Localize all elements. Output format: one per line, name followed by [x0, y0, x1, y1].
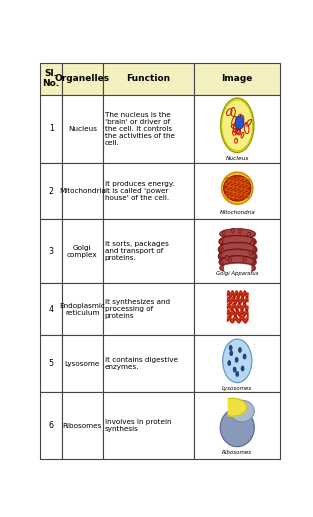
Circle shape [243, 256, 246, 261]
Ellipse shape [223, 339, 252, 383]
Ellipse shape [223, 175, 251, 201]
Bar [62, 392, 103, 459]
Bar [103, 95, 194, 163]
Text: It produces energy.
It is called 'power
house' of the cell.: It produces energy. It is called 'power … [105, 181, 174, 201]
Bar [62, 335, 103, 392]
Circle shape [228, 257, 231, 263]
Ellipse shape [229, 400, 254, 422]
Text: Mitochondria: Mitochondria [219, 210, 255, 215]
Text: The nucleus is the
'brain' or driver of
the cell. It controls
the activities of : The nucleus is the 'brain' or driver of … [105, 112, 175, 146]
Circle shape [249, 250, 252, 255]
Circle shape [239, 229, 242, 233]
Bar [194, 63, 280, 95]
Circle shape [221, 248, 224, 253]
Text: It sorts, packages
and transport of
proteins.: It sorts, packages and transport of prot… [105, 241, 169, 261]
Circle shape [223, 231, 225, 236]
Circle shape [241, 366, 244, 371]
Circle shape [238, 347, 242, 353]
Circle shape [248, 232, 251, 237]
Bar [62, 95, 103, 163]
Bar [103, 283, 194, 335]
Bar [40, 219, 62, 283]
Bar [103, 63, 194, 95]
Text: 2: 2 [49, 187, 54, 195]
Text: Sl.
No.: Sl. No. [43, 69, 60, 88]
Circle shape [228, 360, 231, 366]
Text: Nucleus: Nucleus [226, 157, 249, 161]
Bar [103, 163, 194, 219]
Text: It synthesizes and
processing of
proteins: It synthesizes and processing of protein… [105, 299, 170, 319]
Ellipse shape [222, 172, 253, 204]
Text: 4: 4 [49, 305, 54, 314]
Text: Image: Image [222, 74, 253, 83]
Ellipse shape [235, 116, 244, 129]
Bar [103, 335, 194, 392]
Circle shape [219, 239, 223, 245]
Ellipse shape [221, 98, 254, 153]
Text: Involves in protein
synthesis: Involves in protein synthesis [105, 419, 171, 432]
Bar [194, 219, 280, 283]
Circle shape [251, 241, 254, 246]
Circle shape [231, 228, 234, 233]
Circle shape [243, 354, 246, 359]
Text: Organelles: Organelles [55, 74, 110, 83]
Bar [40, 163, 62, 219]
Bar [40, 95, 62, 163]
Circle shape [229, 345, 232, 351]
Text: 1: 1 [49, 124, 54, 133]
Bar [194, 283, 280, 335]
Bar [62, 283, 103, 335]
Text: Function: Function [126, 74, 171, 83]
Bar [40, 63, 62, 95]
Text: Lysosome: Lysosome [65, 361, 100, 367]
Text: Ribosomes: Ribosomes [222, 450, 252, 455]
Circle shape [235, 357, 238, 362]
Text: Ribosomes: Ribosomes [63, 423, 102, 429]
Text: It contains digestive
enzymes.: It contains digestive enzymes. [105, 357, 178, 370]
Text: 3: 3 [49, 247, 54, 256]
Text: 6: 6 [49, 421, 54, 430]
Bar [62, 219, 103, 283]
Ellipse shape [222, 100, 253, 150]
Text: Nucleus: Nucleus [68, 126, 97, 132]
Text: 5: 5 [49, 359, 54, 368]
Bar [194, 335, 280, 392]
Bar [194, 95, 280, 163]
Circle shape [233, 367, 236, 372]
Polygon shape [228, 398, 247, 416]
Bar [62, 63, 103, 95]
Bar [62, 163, 103, 219]
Text: Endoplasmic
reticulum: Endoplasmic reticulum [59, 302, 105, 315]
Circle shape [236, 371, 239, 376]
Text: Lysosomes: Lysosomes [222, 386, 252, 391]
Bar [194, 392, 280, 459]
Bar [40, 283, 62, 335]
Text: Mitochondria: Mitochondria [59, 188, 106, 194]
Text: Golgi
complex: Golgi complex [67, 245, 98, 257]
Bar [40, 392, 62, 459]
Bar [103, 219, 194, 283]
Text: Golgi Apparatus: Golgi Apparatus [216, 271, 259, 276]
Circle shape [230, 351, 233, 356]
Bar [194, 163, 280, 219]
Ellipse shape [220, 408, 254, 447]
Bar [103, 392, 194, 459]
Bar [40, 335, 62, 392]
Circle shape [225, 255, 228, 260]
